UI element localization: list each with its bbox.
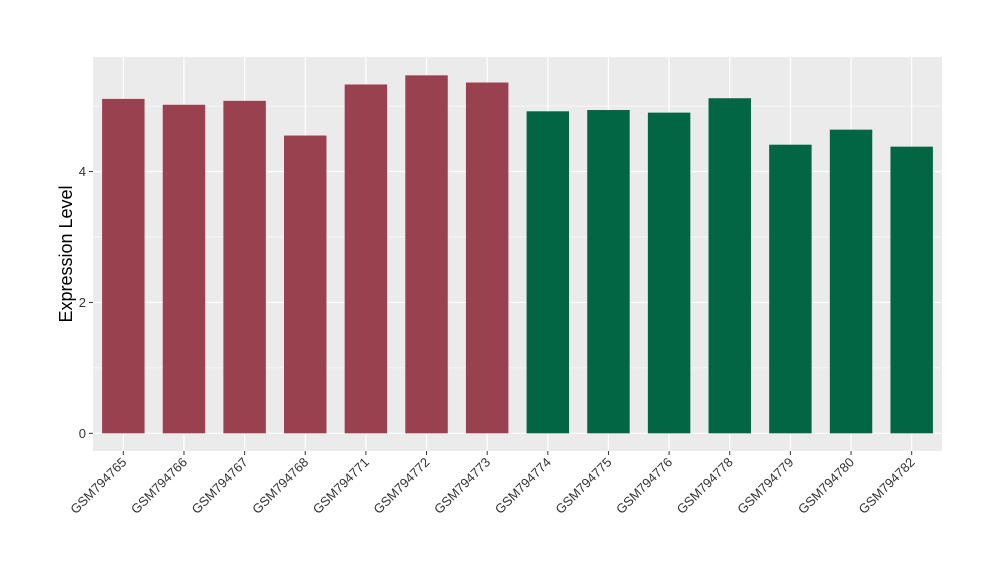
x-tick-label: GSM794768 (249, 455, 311, 517)
x-tick-label: GSM794778 (674, 455, 736, 517)
bar-GSM794778 (708, 98, 751, 434)
x-tick-label: GSM794765 (67, 455, 129, 517)
x-tick-label: GSM794780 (795, 455, 857, 517)
bar-GSM794771 (344, 84, 388, 434)
x-tick-label: GSM794779 (734, 455, 796, 517)
x-tick-label: GSM794774 (492, 455, 554, 517)
bar-GSM794766 (162, 104, 206, 434)
bar-GSM794776 (647, 112, 691, 434)
x-tick-label: GSM794771 (310, 455, 372, 517)
y-tick-label: 2 (79, 295, 86, 310)
x-tick-label: GSM794773 (431, 455, 493, 517)
plot-panel (93, 57, 942, 451)
x-tick-label: GSM794776 (613, 455, 675, 517)
y-tick-label: 0 (79, 426, 86, 441)
bar-GSM794773 (465, 82, 509, 434)
bar-GSM794782 (890, 146, 933, 434)
bar-GSM794765 (102, 98, 145, 434)
bar-GSM794768 (284, 135, 327, 434)
bar-GSM794774 (526, 111, 570, 434)
x-tick-label: GSM794766 (128, 455, 190, 517)
bar-GSM794775 (587, 110, 630, 434)
bar-GSM794779 (769, 144, 812, 434)
bar-GSM794767 (223, 100, 266, 434)
x-axis: GSM794765GSM794766GSM794767GSM794768GSM7… (67, 451, 918, 517)
bars (102, 75, 933, 434)
x-tick-label: GSM794775 (552, 455, 614, 517)
x-tick-label: GSM794772 (370, 455, 432, 517)
bar-GSM794772 (405, 75, 448, 434)
x-tick-label: GSM794767 (189, 455, 251, 517)
y-tick-label: 4 (79, 164, 86, 179)
y-axis: 0 2 4 (79, 164, 93, 441)
y-axis-title: Expression Level (56, 185, 76, 322)
x-tick-label: GSM794782 (856, 455, 918, 517)
bar-GSM794780 (829, 129, 873, 434)
